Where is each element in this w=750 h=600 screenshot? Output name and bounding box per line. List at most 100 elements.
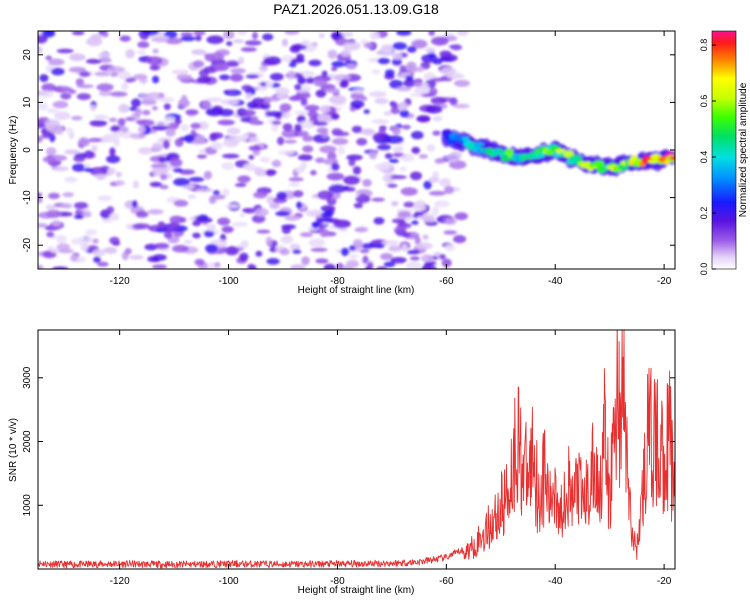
spectrogram-noise-cell — [244, 40, 262, 46]
spectrogram-noise-cell — [363, 42, 374, 49]
spectrogram-noise-cell — [384, 69, 395, 77]
spectrogram-noise-cell — [428, 176, 440, 183]
spectrogram-noise-cell — [349, 245, 356, 251]
spectrogram-noise-cell — [213, 63, 230, 72]
spectrogram-noise-cell — [391, 218, 406, 224]
spectrogram-noise-cell — [132, 73, 148, 80]
spectrogram-noise-cell — [150, 163, 168, 169]
spectrogram-noise-cell — [173, 178, 190, 187]
spectrogram-noise-cell — [45, 55, 52, 61]
y-tick-label: -10 — [22, 190, 33, 205]
spectrogram-noise-cell — [45, 204, 56, 211]
spectrogram-noise-cell — [219, 74, 230, 81]
spectrogram-noise-cell — [374, 162, 391, 171]
spectrogram-noise-cell — [426, 144, 436, 152]
spectrogram-noise-cell — [277, 136, 285, 146]
spectrogram-noise-cell — [290, 264, 306, 269]
spectrogram-noise-cell — [363, 109, 370, 114]
spectrogram-noise-cell — [399, 65, 407, 72]
spectrogram-noise-cell — [149, 181, 162, 188]
spectrogram-noise-cell — [110, 72, 119, 77]
spectrogram-noise-cell — [163, 231, 173, 239]
spectrogram-noise-cell — [137, 49, 146, 55]
spectrogram-noise-cell — [350, 100, 365, 109]
spectrogram-noise-cell — [289, 243, 301, 251]
spectrogram-noise-cell — [179, 169, 195, 175]
spectrogram-noise-cell — [227, 89, 235, 94]
spectrogram-noise-cell — [380, 253, 393, 261]
spectrogram-noise-cell — [421, 82, 429, 90]
spectrogram-noise-cell — [94, 174, 108, 179]
spectrogram-noise-cell — [76, 93, 91, 101]
spectrogram-noise-cell — [172, 167, 183, 173]
spectrogram-noise-cell — [431, 206, 439, 216]
spectrogram-noise-cell — [262, 33, 274, 41]
spectrogram-noise-cell — [166, 173, 172, 179]
spectrogram-noise-cell — [221, 162, 235, 171]
x-tick-label: -40 — [548, 576, 563, 587]
spectrogram-noise-cell — [397, 211, 411, 218]
spectrogram-noise-cell — [340, 79, 349, 88]
spectrogram-noise-cell — [198, 149, 206, 154]
spectrogram-noise-cell — [374, 97, 389, 105]
x-tick-label: -120 — [110, 276, 130, 287]
spectrogram-noise-cell — [139, 93, 153, 100]
spectrogram-noise-cell — [369, 31, 381, 40]
spectrogram-noise-cell — [56, 234, 67, 244]
spectrogram-noise-cell — [210, 132, 224, 139]
spectrogram-noise-cell — [423, 180, 432, 190]
spectrogram-noise-cell — [78, 137, 89, 147]
spectrogram-noise-cell — [331, 128, 343, 136]
spectrogram-noise-cell — [329, 95, 347, 104]
spectrogram-noise-cell — [236, 31, 248, 36]
spectrogram-noise-cell — [413, 81, 424, 87]
spectrogram-noise-cell — [203, 230, 215, 238]
spectrogram-noise-cell — [352, 166, 362, 175]
y-tick-label: 3000 — [22, 366, 33, 389]
spectrogram-noise-cell — [196, 154, 207, 159]
spectrogram-noise-cell — [430, 77, 445, 82]
spectrogram-noise-cell — [42, 156, 56, 163]
spectrogram-noise-cell — [229, 73, 244, 82]
spectrogram-noise-cell — [241, 133, 249, 139]
spectrogram-noise-cell — [411, 220, 419, 225]
spectrogram-noise-cell — [279, 235, 294, 244]
spectrogram-noise-cell — [212, 190, 220, 195]
spectrogram-noise-cell — [223, 138, 239, 148]
spectrogram-noise-cell — [41, 133, 51, 139]
spectrogram-noise-cell — [439, 178, 452, 187]
spectrogram-noise-cell — [276, 191, 288, 200]
spectrogram-noise-cell — [336, 262, 344, 269]
spectrogram-noise-cell — [332, 74, 351, 81]
chart-title: PAZ1.2026.051.13.09.G18 — [273, 1, 439, 17]
spectrogram-noise-cell — [376, 266, 388, 269]
spectrogram-noise-cell — [376, 50, 385, 55]
spectrogram-noise-cell — [66, 127, 73, 134]
spectrogram-noise-cell — [135, 210, 149, 218]
spectrogram-noise-cell — [418, 154, 428, 159]
spectrogram-noise-cell — [62, 192, 74, 198]
spectrogram-noise-cell — [96, 83, 114, 92]
spectrogram-noise-cell — [443, 230, 458, 235]
spectrogram-noise-cell — [323, 263, 336, 269]
spectrogram-noise-cell — [68, 66, 86, 73]
spectrogram-noise-cell — [204, 53, 213, 59]
x-tick-label: -60 — [439, 276, 454, 287]
spectrogram-noise-cell — [441, 258, 452, 268]
spectrogram-noise-cell — [266, 195, 275, 205]
spectrogram-noise-cell — [146, 56, 163, 66]
spectrogram-noise-cell — [288, 95, 302, 102]
spectrogram-noise-cell — [319, 228, 330, 238]
spectrogram-noise-cell — [360, 96, 368, 102]
spectrogram-noise-cell — [196, 121, 209, 130]
spectrogram-noise-cell — [331, 138, 349, 145]
spectrogram-noise-cell — [281, 129, 299, 138]
spectrogram-noise-cell — [38, 90, 55, 98]
spectrogram-noise-cell — [453, 235, 467, 244]
spectrogram-noise-cell — [56, 48, 74, 54]
spectrogram-noise-cell — [174, 118, 182, 125]
spectrogram-noise-cell — [60, 87, 73, 92]
spectrogram-noise-cell — [298, 120, 316, 129]
spectrogram-noise-cell — [276, 94, 287, 99]
spectrogram-noise-cell — [293, 110, 312, 116]
